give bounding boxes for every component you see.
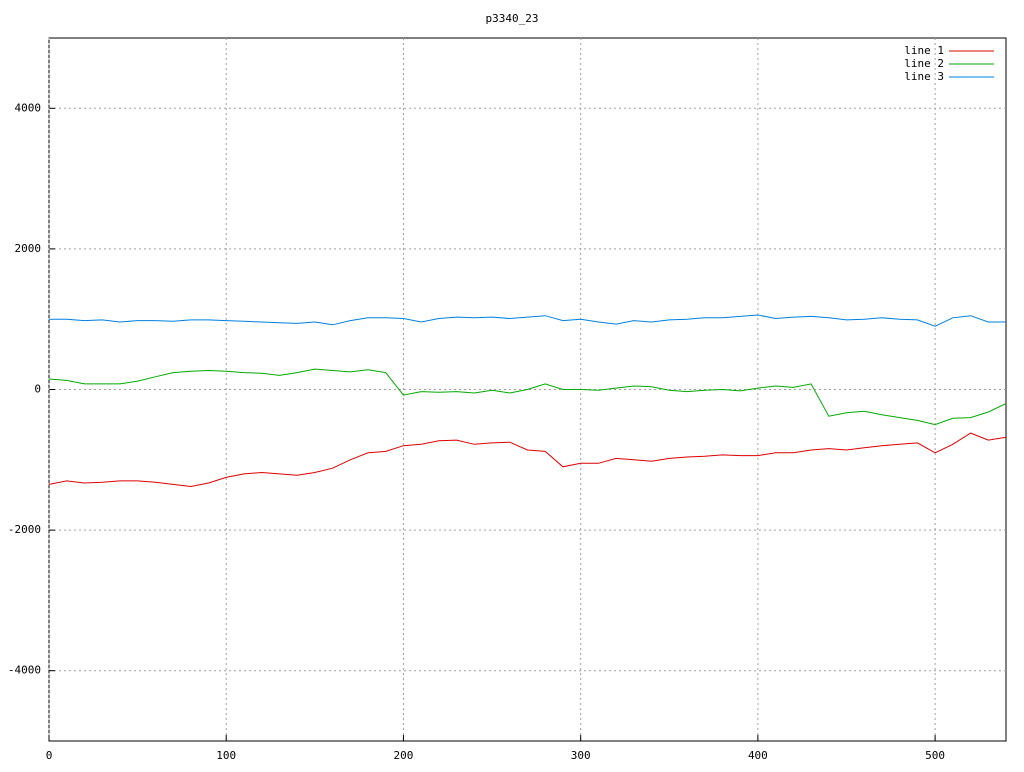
x-tick-label: 500 <box>925 749 945 762</box>
data-line <box>49 314 1006 327</box>
y-tick-label: 2000 <box>15 242 42 255</box>
y-tick-label: 4000 <box>15 101 42 114</box>
data-line <box>48 368 1007 426</box>
x-tick-label: 300 <box>571 749 591 762</box>
x-tick-label: 0 <box>46 749 53 762</box>
x-tick-label: 400 <box>748 749 768 762</box>
data-line <box>48 432 1007 488</box>
y-tick-label: -4000 <box>8 664 41 677</box>
y-tick-label: 0 <box>34 383 41 396</box>
x-tick-label: 200 <box>394 749 414 762</box>
y-tick-label: -2000 <box>8 523 41 536</box>
x-tick-label: 100 <box>216 749 236 762</box>
legend-label: line 2 <box>904 57 944 70</box>
legend-label: line 3 <box>904 70 944 83</box>
chart-title: p3340_23 <box>486 12 539 25</box>
legend-label: line 1 <box>904 44 944 57</box>
